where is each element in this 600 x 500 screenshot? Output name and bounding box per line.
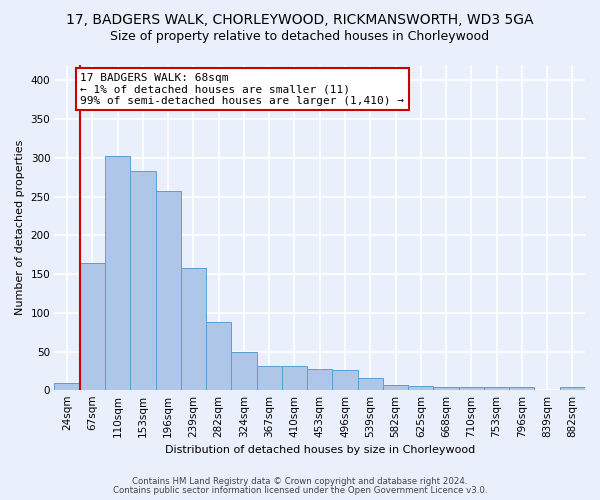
Bar [130,171,155,390]
Bar [206,322,232,390]
Bar [358,378,383,390]
Bar [509,386,535,390]
Bar [155,190,181,390]
Bar [332,370,358,390]
Bar [458,388,484,390]
Bar [433,386,458,390]
X-axis label: Distribution of detached houses by size in Chorleywood: Distribution of detached houses by size … [164,445,475,455]
Bar [55,382,80,390]
Text: Size of property relative to detached houses in Chorleywood: Size of property relative to detached ho… [110,30,490,43]
Bar [560,388,585,390]
Bar [181,268,206,390]
Text: 17 BADGERS WALK: 68sqm
← 1% of detached houses are smaller (11)
99% of semi-deta: 17 BADGERS WALK: 68sqm ← 1% of detached … [80,72,404,106]
Bar [257,366,282,390]
Text: 17, BADGERS WALK, CHORLEYWOOD, RICKMANSWORTH, WD3 5GA: 17, BADGERS WALK, CHORLEYWOOD, RICKMANSW… [66,12,534,26]
Text: Contains HM Land Registry data © Crown copyright and database right 2024.: Contains HM Land Registry data © Crown c… [132,477,468,486]
Bar [408,386,433,390]
Text: Contains public sector information licensed under the Open Government Licence v3: Contains public sector information licen… [113,486,487,495]
Bar [307,368,332,390]
Bar [232,352,257,391]
Bar [484,388,509,390]
Bar [383,385,408,390]
Bar [282,366,307,390]
Bar [105,156,130,390]
Bar [80,262,105,390]
Y-axis label: Number of detached properties: Number of detached properties [15,140,25,316]
